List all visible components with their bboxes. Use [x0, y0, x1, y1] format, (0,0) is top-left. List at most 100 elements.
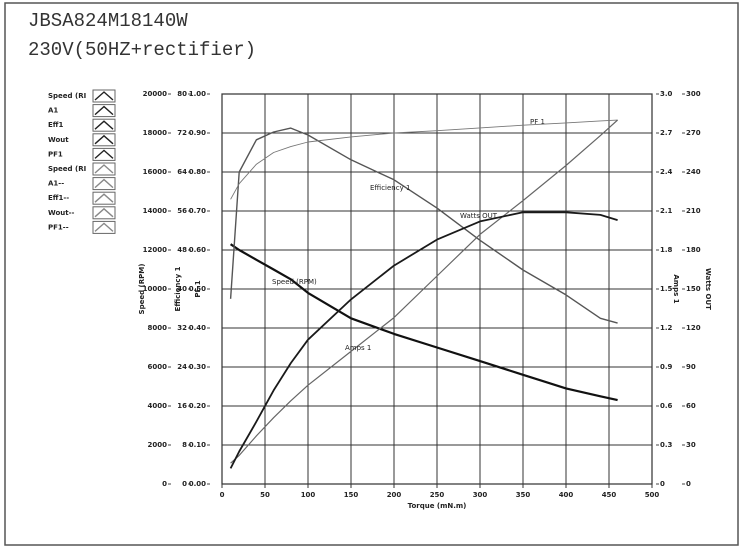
y-tick-label: 8000: [148, 324, 168, 332]
legend-symbol: [94, 149, 114, 159]
y-tick-label: 24: [177, 363, 187, 371]
y-tick-label: 0.70: [189, 207, 206, 215]
chart-subtitle: 230V(50HZ+rectifier): [28, 39, 256, 61]
legend-symbol: [94, 222, 114, 232]
legend-label: A1--: [48, 180, 64, 188]
x-tick-label: 0: [220, 491, 225, 499]
y-tick-label: 16000: [143, 168, 167, 176]
legend-swatch: [92, 206, 116, 220]
y-tick-label: 32: [177, 324, 187, 332]
series-line: [230, 119, 618, 200]
y-tick-label: 48: [177, 246, 187, 254]
y-tick-label: 30: [686, 441, 696, 449]
y-tick-label: 60: [686, 402, 696, 410]
legend-swatch: [92, 162, 116, 176]
y-tick-label: 1.5: [660, 285, 673, 293]
legend-label: Wout--: [48, 209, 75, 217]
y-tick-label: 1.2: [660, 324, 673, 332]
x-axis-title: Torque (mN.m): [408, 502, 467, 510]
legend-label: Speed (RI: [48, 92, 86, 100]
y-tick-label: 0.10: [189, 441, 206, 449]
legend-symbol: [94, 120, 114, 130]
y-tick-label: 0.50: [189, 285, 206, 293]
y-tick-label: 0.30: [189, 363, 206, 371]
x-tick-label: 500: [645, 491, 660, 499]
legend-label: Speed (RI: [48, 165, 86, 173]
y-tick-label: 300: [686, 90, 701, 98]
y-tick-label: 2000: [148, 441, 168, 449]
y-tick-label: 270: [686, 129, 701, 137]
x-tick-label: 100: [301, 491, 316, 499]
legend-label: Eff1: [48, 121, 63, 129]
y-tick-label: 12000: [143, 246, 167, 254]
legend-symbol: [94, 91, 114, 101]
series-label: Watts OUT: [460, 212, 498, 220]
y-tick-label: 14000: [143, 207, 167, 215]
series-line: [229, 211, 618, 469]
y-tick-label: 72: [177, 129, 187, 137]
y-tick-label: 1.00: [189, 90, 206, 98]
y-axis-title: Speed (RPM): [138, 264, 146, 315]
y-tick-label: 120: [686, 324, 701, 332]
series-label: Amps 1: [345, 344, 371, 352]
series-label: Efficiency 1: [370, 184, 410, 192]
y-tick-label: 0: [660, 480, 665, 488]
legend-swatch: [92, 118, 116, 132]
y-tick-label: 0.9: [660, 363, 673, 371]
y-tick-label: 210: [686, 207, 701, 215]
legend-symbol: [94, 134, 114, 145]
y-tick-label: 0: [182, 480, 187, 488]
y-tick-label: 16: [177, 402, 187, 410]
y-tick-label: 64: [177, 168, 187, 176]
legend-swatch: [92, 177, 116, 191]
y-tick-label: 90: [686, 363, 696, 371]
y-tick-label: 3.0: [660, 90, 673, 98]
y-tick-label: 240: [686, 168, 701, 176]
legend-swatch: [92, 104, 116, 118]
legend-label: Wout: [48, 136, 69, 144]
y-axis-title: PF 1: [194, 280, 202, 297]
y-tick-label: 0.80: [189, 168, 206, 176]
y-tick-label: 0: [686, 480, 691, 488]
legend-symbol: [94, 164, 114, 174]
legend-label: PF1: [48, 150, 63, 158]
y-tick-label: 150: [686, 285, 701, 293]
legend-symbol: [94, 105, 114, 116]
y-tick-label: 40: [177, 285, 187, 293]
y-tick-label: 180: [686, 246, 701, 254]
y-tick-label: 4000: [148, 402, 168, 410]
legend-label: Eff1--: [48, 194, 69, 202]
y-tick-label: 8: [182, 441, 187, 449]
y-tick-label: 0: [162, 480, 167, 488]
y-axis-title: Amps 1: [672, 274, 680, 303]
y-tick-label: 18000: [143, 129, 167, 137]
y-axis-title: Watts OUT: [704, 268, 712, 310]
x-tick-label: 300: [473, 491, 488, 499]
y-tick-label: 10000: [143, 285, 167, 293]
series-line: [230, 119, 619, 464]
legend-swatch: [92, 133, 116, 147]
legend-symbol: [94, 207, 114, 218]
legend-label: PF1--: [48, 223, 69, 231]
y-tick-label: 6000: [148, 363, 168, 371]
y-tick-label: 56: [177, 207, 187, 215]
x-tick-label: 150: [344, 491, 359, 499]
y-tick-label: 2.1: [660, 207, 673, 215]
y-tick-label: 20000: [143, 90, 167, 98]
legend-swatch: [92, 191, 116, 205]
y-tick-label: 0.40: [189, 324, 206, 332]
series-label: Speed (RPM): [272, 278, 317, 286]
x-tick-label: 400: [559, 491, 574, 499]
chart-title: JBSA824M18140W: [28, 10, 188, 32]
x-tick-label: 350: [516, 491, 531, 499]
y-tick-label: 0.6: [660, 402, 673, 410]
x-tick-label: 450: [602, 491, 617, 499]
y-tick-label: 2.4: [660, 168, 673, 176]
y-tick-label: 0.00: [189, 480, 206, 488]
y-tick-label: 2.7: [660, 129, 673, 137]
legend-swatch: [92, 89, 116, 103]
legend-label: A1: [48, 107, 58, 115]
legend-symbol: [94, 193, 114, 203]
y-tick-label: 80: [177, 90, 187, 98]
